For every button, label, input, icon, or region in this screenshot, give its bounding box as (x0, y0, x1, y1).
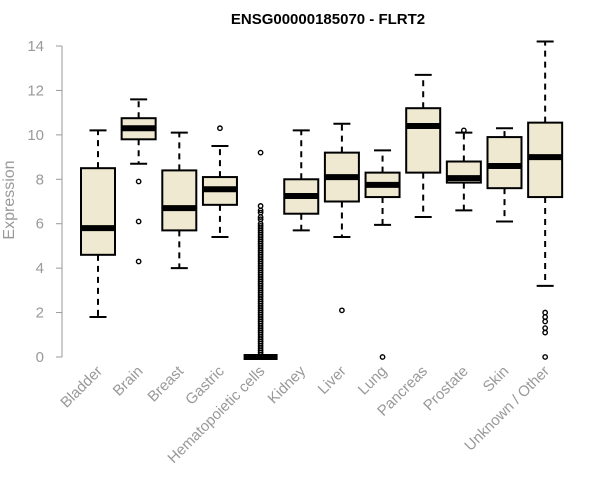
x-tick-label-breast: Breast (144, 362, 187, 405)
box-group-hematopoietic-cells (243, 149, 278, 360)
y-tick-label-4: 4 (36, 260, 44, 277)
y-ticks: 0 2 4 6 8 10 12 14 (27, 38, 62, 366)
outlier-hematopoietic-cells-4 (257, 214, 264, 220)
box-breast (161, 169, 198, 232)
box-group-pancreas (405, 73, 442, 219)
boxes (80, 40, 564, 360)
y-tick-label-2: 2 (36, 305, 44, 322)
outlier-lung-0 (379, 354, 386, 360)
outlier-unknown-other-4 (542, 329, 549, 336)
box-group-kidney (283, 129, 320, 232)
y-tick-label-10: 10 (27, 127, 44, 144)
box-group-unknown-other (527, 40, 564, 360)
box-group-skin (486, 127, 523, 223)
box-group-lung (364, 149, 401, 360)
x-tick-label-liver: Liver (315, 363, 350, 398)
y-tick-label-6: 6 (36, 216, 44, 233)
box-bladder (80, 167, 116, 256)
outlier-unknown-other-5 (542, 354, 549, 360)
box-group-prostate (445, 127, 482, 212)
y-tick-label-12: 12 (27, 82, 44, 99)
chart-title: ENSG00000185070 - FLRT2 (231, 11, 425, 28)
outlier-hematopoietic-cells-0 (257, 149, 264, 156)
x-tick-label-lung: Lung (355, 363, 391, 399)
box-group-bladder (80, 129, 116, 319)
box-skin (486, 136, 523, 190)
x-tick-label-bladder: Bladder (57, 363, 106, 412)
y-tick-label-14: 14 (27, 38, 44, 55)
outlier-brain-2 (135, 258, 142, 265)
x-tick-label-kidney: Kidney (265, 362, 310, 407)
outlier-hematopoietic-cells-2 (257, 207, 264, 214)
outlier-hematopoietic-cells-65 (257, 351, 264, 358)
outlier-brain-0 (135, 178, 142, 185)
outlier-hematopoietic-cells-64 (257, 349, 264, 356)
x-tick-label-skin: Skin (480, 363, 513, 396)
outlier-gastric-0 (217, 125, 223, 132)
outlier-hematopoietic-cells-1 (257, 203, 264, 209)
box-group-brain (120, 98, 157, 265)
y-tick-label-0: 0 (36, 349, 44, 366)
box-group-breast (161, 131, 198, 270)
y-axis-label: Expression (1, 160, 18, 239)
outlier-prostate-0 (460, 127, 467, 134)
y-tick-label-8: 8 (36, 171, 44, 188)
box-group-gastric (201, 125, 238, 239)
outlier-liver-0 (338, 307, 345, 314)
x-tick-label-prostate: Prostate (420, 363, 472, 415)
box-group-liver (323, 122, 360, 314)
outlier-brain-1 (135, 218, 142, 225)
outlier-unknown-other-3 (542, 325, 549, 332)
box-pancreas (405, 107, 442, 174)
outlier-unknown-other-2 (542, 318, 549, 325)
outlier-unknown-other-1 (542, 314, 549, 320)
x-tick-label-brain: Brain (110, 363, 147, 400)
outlier-unknown-other-0 (542, 309, 549, 316)
